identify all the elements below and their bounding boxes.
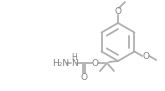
Text: H: H (71, 54, 77, 63)
Text: O: O (143, 52, 150, 61)
Text: O: O (92, 59, 99, 68)
Text: O: O (81, 73, 87, 82)
Text: H₂N: H₂N (52, 59, 70, 68)
Text: N: N (71, 59, 77, 68)
Text: O: O (115, 6, 121, 15)
